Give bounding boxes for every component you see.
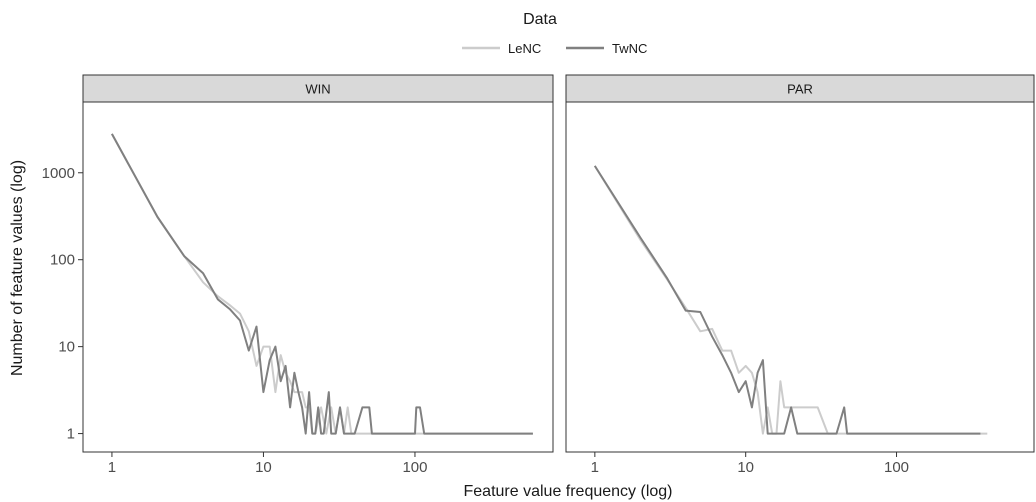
legend-label-twnc: TwNC (612, 41, 647, 56)
strip-win (82, 74, 554, 103)
y-tick-label: 100 (50, 252, 75, 269)
panel-par: PAR 1 10 100 (565, 74, 1035, 476)
panel-border-par (565, 101, 1035, 453)
panel-border-win (82, 101, 554, 453)
x-tick-label-win: 1 (108, 459, 116, 476)
y-tick-label: 1000 (42, 165, 75, 182)
strip-label-par: PAR (787, 82, 813, 97)
series-line-par-lenc (593, 165, 988, 435)
legend-title: Data (523, 11, 557, 28)
series-line-win-lenc (111, 133, 533, 435)
legend: Data LeNC TwNC (462, 11, 647, 56)
x-tick-label-win: 10 (255, 459, 272, 476)
y-axis-title: Number of feature values (log) (9, 160, 26, 376)
x-axis-title: Feature value frequency (log) (464, 483, 673, 500)
series-line-par-twnc (593, 165, 981, 435)
x-tick-label-par: 10 (737, 459, 754, 476)
panel-win: WIN 1 10 100 1 10 100 1000 (42, 74, 554, 476)
y-tick-label: 10 (58, 339, 75, 356)
panels: WIN 1 10 100 1 10 100 1000 PAR 1 10 100 (42, 74, 1035, 476)
x-tick-label-par: 1 (591, 459, 599, 476)
y-tick-label: 1 (67, 426, 75, 443)
series-line-win-twnc (111, 133, 533, 435)
legend-label-lenc: LeNC (508, 41, 541, 56)
x-tick-label-par: 100 (884, 459, 909, 476)
x-tick-label-win: 100 (402, 459, 427, 476)
strip-label-win: WIN (305, 82, 330, 97)
